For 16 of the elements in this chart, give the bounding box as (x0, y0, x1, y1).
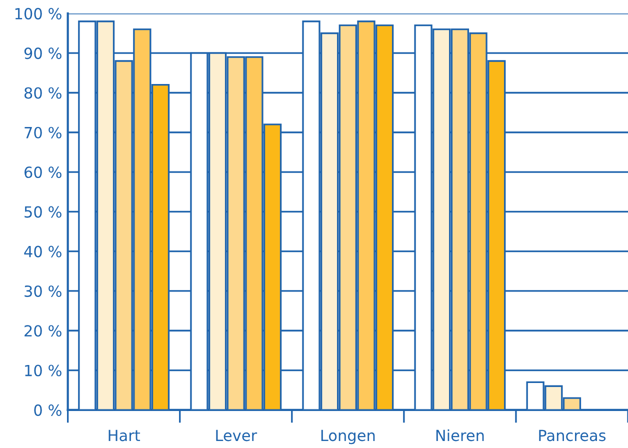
y-tick-label: 100 % (15, 8, 62, 20)
y-tick-label: 60 % (24, 166, 62, 178)
y-tick-label: 70 % (24, 126, 62, 138)
x-tick-label: Hart (108, 430, 140, 442)
y-tick-label: 90 % (24, 48, 62, 60)
x-tick-label: Lever (216, 430, 258, 442)
y-tick-label: 80 % (24, 87, 62, 99)
y-tick-label: 10 % (25, 364, 62, 376)
y-tick-label: 50 % (24, 206, 62, 218)
x-tick-label: Longen (321, 430, 375, 444)
y-tick-label: 20 % (24, 325, 62, 337)
x-tick-label: Nieren (436, 429, 484, 442)
x-tick-label: Pancreas (539, 430, 606, 442)
y-tick-label: 0 % (34, 404, 62, 416)
y-tick-label: 30 % (24, 285, 62, 297)
y-tick-label: 40 % (24, 246, 62, 258)
